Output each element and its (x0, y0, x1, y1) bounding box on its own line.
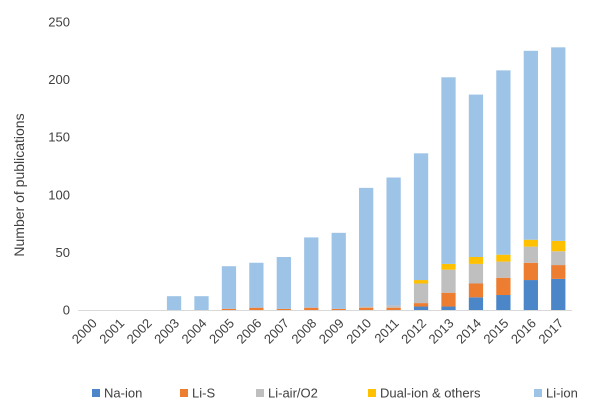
bar-2016-series-0 (523, 280, 538, 310)
bar-2015-series-2 (496, 261, 511, 278)
bar-2016-series-4 (523, 50, 538, 240)
x-tick-label: 2003 (151, 316, 182, 347)
bar-2014-series-1 (468, 283, 484, 298)
bar-2015-series-4 (496, 70, 511, 255)
bar-2011-series-2 (386, 305, 401, 308)
y-tick-label: 250 (48, 15, 70, 30)
bar-2011-series-1 (386, 307, 401, 310)
x-tick-label: 2008 (288, 316, 319, 347)
x-axis: 2000200120022003200420052006200720082009… (69, 310, 572, 347)
bar-2006-series-1 (249, 307, 264, 310)
legend-swatch-4 (534, 389, 542, 397)
legend-label-4: Li-ion (546, 386, 578, 401)
legend-label-3: Dual-ion & others (380, 386, 481, 401)
plot-area (166, 47, 566, 310)
x-tick-label: 2012 (398, 316, 429, 347)
bar-2017-series-4 (551, 47, 566, 241)
bar-2012-series-2 (413, 283, 429, 304)
bar-2009-series-1 (331, 308, 346, 310)
x-tick-label: 2005 (206, 316, 237, 347)
bar-2013-series-2 (441, 269, 456, 293)
legend-swatch-0 (92, 389, 100, 397)
bar-2004-series-4 (194, 296, 209, 310)
bar-2015-series-0 (496, 295, 511, 310)
x-tick-label: 2013 (426, 316, 457, 347)
y-tick-label: 50 (56, 245, 70, 260)
legend-label-0: Na-ion (104, 386, 142, 401)
y-tick-label: 0 (63, 303, 70, 318)
bar-2017-series-2 (551, 251, 566, 266)
bar-2010-series-2 (359, 306, 374, 308)
bar-2012-series-3 (413, 280, 429, 284)
bar-2005-series-4 (221, 266, 237, 309)
bar-2016-series-1 (523, 262, 538, 281)
bar-2010-series-1 (359, 307, 374, 310)
bar-2008-series-4 (304, 237, 319, 308)
x-tick-label: 2006 (233, 316, 264, 347)
bar-2013-series-4 (441, 77, 456, 264)
bar-2014-series-2 (468, 263, 484, 284)
legend: Na-ion Li-S Li-air/O2 Dual-ion & others Li-i… (92, 386, 578, 401)
bar-2016-series-2 (523, 246, 538, 263)
bar-2007-series-1 (276, 308, 291, 310)
x-tick-label: 2007 (261, 316, 292, 347)
bar-2017-series-3 (551, 240, 566, 252)
bar-2003-series-4 (166, 296, 182, 310)
bar-2013-series-1 (441, 292, 456, 307)
bar-2014-series-4 (468, 94, 484, 258)
y-tick-label: 150 (48, 130, 70, 145)
x-tick-label: 2015 (480, 316, 511, 347)
bar-2017-series-1 (551, 265, 566, 279)
bar-2009-series-4 (331, 232, 346, 309)
legend-swatch-3 (368, 389, 376, 397)
legend-label-1: Li-S (192, 386, 215, 401)
x-tick-label: 2017 (535, 316, 566, 347)
bar-2008-series-1 (304, 307, 319, 310)
bar-2007-series-4 (276, 257, 291, 309)
y-tick-label: 100 (48, 187, 70, 202)
bar-2015-series-3 (496, 254, 511, 262)
x-tick-label: 2002 (124, 316, 155, 347)
x-tick-label: 2011 (371, 316, 401, 346)
bar-2013-series-0 (441, 306, 456, 310)
bar-2013-series-3 (441, 263, 456, 270)
y-axis-title: Number of publications (11, 113, 27, 256)
bar-2015-series-1 (496, 277, 511, 296)
x-tick-label: 2010 (343, 316, 374, 347)
x-tick-label: 2004 (179, 316, 210, 347)
bar-2006-series-4 (249, 262, 264, 308)
y-tick-label: 200 (48, 72, 70, 87)
bar-2012-series-0 (413, 306, 429, 310)
x-tick-label: 2001 (96, 316, 127, 347)
legend-swatch-2 (256, 389, 264, 397)
bar-2010-series-4 (359, 187, 374, 307)
bar-2016-series-3 (523, 239, 538, 247)
bar-2012-series-4 (413, 153, 429, 281)
x-tick-label: 2014 (453, 316, 484, 347)
bar-2014-series-0 (468, 297, 484, 310)
bar-2011-series-4 (386, 177, 401, 306)
bar-2017-series-0 (551, 278, 566, 310)
legend-label-2: Li-air/O2 (268, 386, 318, 401)
legend-swatch-1 (180, 389, 188, 397)
x-tick-label: 2009 (316, 316, 347, 347)
x-tick-label: 2000 (69, 316, 100, 347)
bar-2005-series-1 (221, 308, 237, 310)
y-axis: 0 50 100 150 200 250 (48, 15, 70, 318)
bar-2012-series-1 (413, 303, 429, 307)
x-tick-label: 2016 (508, 316, 539, 347)
bar-2014-series-3 (468, 257, 484, 264)
